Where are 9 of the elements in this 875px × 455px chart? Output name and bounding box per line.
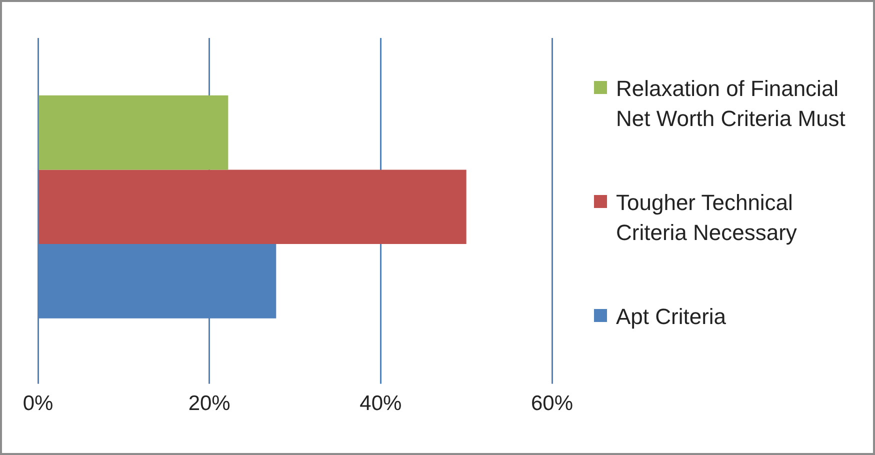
- legend-label: Tougher Technical Criteria Necessary: [616, 189, 798, 247]
- bar: [38, 95, 228, 170]
- bar: [38, 170, 466, 244]
- x-tick-label: 0%: [22, 392, 54, 416]
- x-tick-label: 40%: [360, 392, 402, 416]
- x-tick-label: 20%: [188, 392, 230, 416]
- x-tick-label: 60%: [530, 392, 574, 416]
- legend-label: Relaxation of Financial Net Worth Criteria Must: [616, 75, 846, 133]
- legend-label: Apt Criteria: [616, 303, 726, 331]
